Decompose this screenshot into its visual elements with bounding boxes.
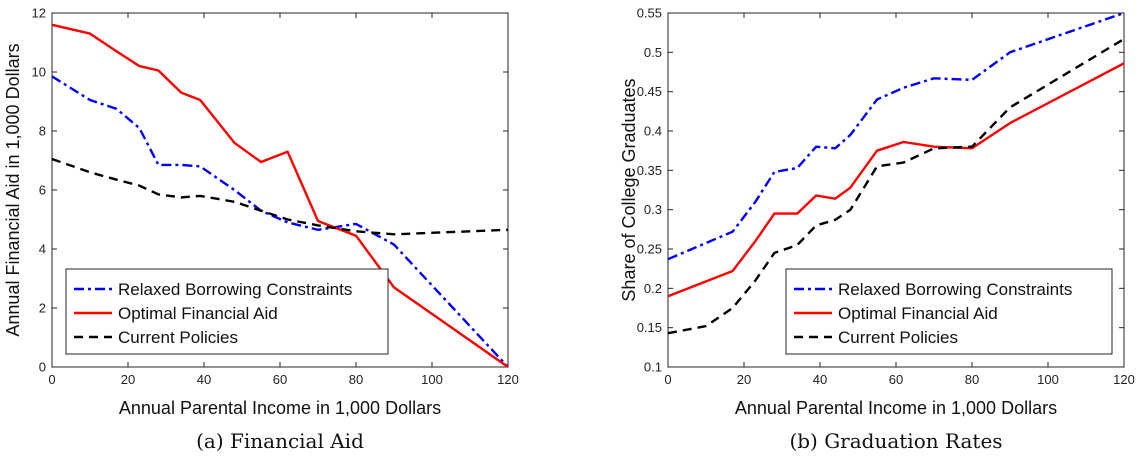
legend-label-3: Current Policies [838,328,958,347]
y-tick-label: 0.4 [644,124,662,139]
y-axis-label: Share of College Graduates [619,78,639,301]
chart-panel-1: 0 20 40 60 80 100 120 0 2 4 6 8 10 12 Annual Parental … [3,6,519,454]
x-axis-label: Annual Parental Income in 1,000 Dollars [119,398,441,418]
y-tick-label: 8 [39,124,46,139]
legend-label-2: Optimal Financial Aid [838,304,998,323]
y-tick-label: 0.5 [644,45,662,60]
x-tick-label: 80 [349,372,363,387]
legend-label-1: Relaxed Borrowing Constraints [118,280,352,299]
x-tick-label: 100 [421,372,443,387]
x-tick-label: 120 [1113,372,1135,387]
y-tick-label: 0.45 [637,84,662,99]
x-tick-label: 60 [889,372,903,387]
x-tick-label: 0 [664,372,671,387]
y-tick-label: 6 [39,183,46,198]
panel-caption: (a) Financial Aid [196,429,364,453]
series-line-1 [667,11,1125,261]
x-tick-label: 20 [737,372,751,387]
series-line-2 [667,62,1125,298]
legend-label-3: Current Policies [118,328,238,347]
y-tick-label: 0.35 [637,163,662,178]
x-tick-label: 40 [197,372,211,387]
series-line-2 [51,23,509,368]
y-tick-label: 0.15 [637,320,662,335]
legend: Relaxed Borrowing Constraints Optimal Fin… [785,268,1113,355]
x-tick-label: 60 [273,372,287,387]
x-tick-label: 20 [121,372,135,387]
y-tick-label: 10 [32,65,46,80]
legend-box [785,268,1113,355]
chart-panel-2: 0 20 40 60 80 100 120 0.1 0.15 0.2 0.25 0.3 0.35 0.4 0… [619,6,1135,454]
panel-caption: (b) Graduation Rates [789,429,1002,453]
x-tick-label: 0 [48,372,55,387]
y-tick-label: 0.2 [644,281,662,296]
series-line-3 [51,157,509,236]
x-tick-label: 40 [813,372,827,387]
x-tick-label: 120 [497,372,519,387]
legend: Relaxed Borrowing Constraints Optimal Fin… [65,268,389,355]
y-tick-label: 0.25 [637,242,662,257]
legend-box [65,268,389,355]
x-axis-label: Annual Parental Income in 1,000 Dollars [735,398,1057,418]
y-tick-label: 0.55 [637,6,662,21]
y-tick-label: 0.3 [644,202,662,217]
y-tick-label: 0.1 [644,360,662,375]
y-tick-label: 0 [39,360,46,375]
y-tick-label: 2 [39,301,46,316]
x-tick-label: 100 [1037,372,1059,387]
y-axis-label: Annual Financial Aid in 1,000 Dollars [3,43,23,336]
y-tick-label: 4 [39,242,46,257]
series-line-1 [51,75,509,368]
y-tick-label: 12 [32,6,46,21]
x-tick-label: 80 [965,372,979,387]
legend-label-2: Optimal Financial Aid [118,304,278,323]
series-line-3 [667,37,1125,335]
legend-label-1: Relaxed Borrowing Constraints [838,280,1072,299]
